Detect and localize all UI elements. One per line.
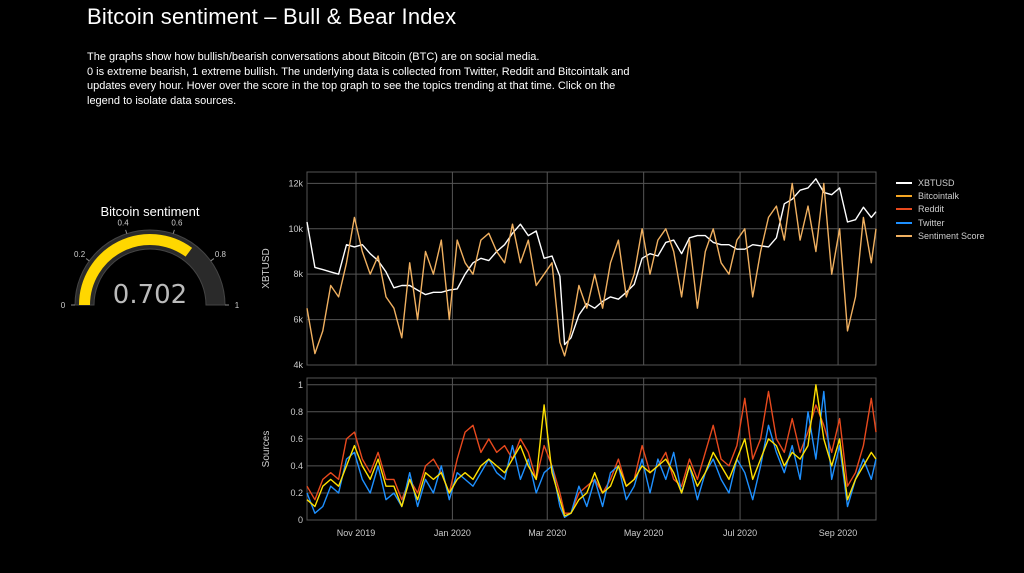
legend-label: Sentiment Score: [918, 230, 985, 241]
y-tick-label: 4k: [293, 360, 303, 370]
gauge-tick-label: 0.2: [74, 250, 86, 259]
sources-chart[interactable]: 0 0.2 0.4 0.6 0.8 1 Sources: [261, 377, 877, 525]
x-tick-label: Nov 2019: [337, 528, 376, 538]
y-tick-label: 12k: [288, 178, 303, 188]
gauge-value: 0.702: [113, 280, 187, 310]
y-tick-label: 0.6: [290, 434, 303, 444]
legend-swatch: [896, 194, 912, 197]
gauge-tick: [85, 258, 90, 262]
price-chart[interactable]: 4k 6k 8k 10k 12k XBTUSD: [261, 171, 877, 370]
y-tick-label: 1: [298, 380, 303, 390]
y-tick-label: 0.4: [290, 461, 303, 471]
y-tick-label: 0.8: [290, 407, 303, 417]
page-title: Bitcoin sentiment – Bull & Bear Index: [87, 4, 457, 29]
gauge-tick-label: 0.4: [118, 218, 130, 227]
gauge-title: Bitcoin sentiment: [100, 204, 200, 219]
plot-frame: [306, 171, 877, 366]
description-line: legend to isolate data sources.: [87, 94, 237, 107]
y-tick-label: 0.2: [290, 488, 303, 498]
legend-label: Twitter: [918, 217, 945, 228]
y-axis-label: Sources: [261, 431, 272, 468]
description-line: updates every hour. Hover over the score…: [87, 80, 616, 92]
sentiment-gauge[interactable]: 0 0.2 0.4 0.6 0.8 1 0.702: [60, 215, 240, 315]
legend-label: Reddit: [918, 204, 945, 215]
y-tick-label: 0: [298, 515, 303, 525]
legend-swatch: [896, 208, 912, 211]
legend-label: Bitcointalk: [918, 190, 960, 201]
gauge-tick: [210, 258, 215, 262]
gauge-tick-label: 0: [61, 301, 66, 310]
gauge-tick-label: 1: [235, 301, 240, 310]
legend-item-twitter[interactable]: Twitter: [896, 216, 985, 229]
gauge-tick: [125, 229, 128, 234]
y-tick-label: 8k: [293, 269, 303, 279]
y-tick-label: 10k: [288, 224, 303, 234]
x-axis: Nov 2019 Jan 2020 Mar 2020 May 2020 Jul 2020…: [337, 528, 858, 538]
description-line: The graphs show how bullish/bearish conv…: [87, 51, 540, 63]
y-axis-label: XBTUSD: [261, 248, 272, 289]
series-xbtusd[interactable]: [306, 178, 877, 346]
legend-swatch: [896, 181, 912, 184]
legend-item-bitcointalk[interactable]: Bitcointalk: [896, 189, 985, 202]
page-description: The graphs show how bullish/bearish conv…: [87, 50, 647, 108]
legend-item-xbtusd[interactable]: XBTUSD: [896, 176, 985, 189]
y-tick-label: 6k: [293, 315, 303, 325]
x-tick-label: May 2020: [624, 528, 664, 538]
legend-swatch: [896, 221, 912, 224]
legend: XBTUSD Bitcointalk Reddit Twitter Sentim…: [896, 176, 985, 242]
gauge-bar: [79, 234, 193, 306]
x-tick-label: Jan 2020: [434, 528, 471, 538]
x-tick-label: Jul 2020: [723, 528, 757, 538]
legend-label: XBTUSD: [918, 177, 955, 188]
series-sentiment-score[interactable]: [306, 182, 877, 357]
gauge-tick: [172, 229, 175, 234]
legend-item-reddit[interactable]: Reddit: [896, 203, 985, 216]
plot-frame: [306, 377, 877, 521]
x-tick-label: Sep 2020: [819, 528, 858, 538]
x-tick-label: Mar 2020: [528, 528, 566, 538]
gauge-tick-label: 0.8: [215, 250, 227, 259]
legend-swatch: [896, 234, 912, 237]
description-line: 0 is extreme bearish, 1 extreme bullish.…: [87, 65, 630, 78]
series-bitcointalk[interactable]: [306, 384, 877, 517]
charts-area[interactable]: 4k 6k 8k 10k 12k XBTUSD 0 0.2 0.4 0.6 0.8 1 Sources N…: [255, 165, 885, 540]
gauge-tick-label: 0.6: [171, 218, 183, 227]
legend-item-sentiment-score[interactable]: Sentiment Score: [896, 229, 985, 242]
